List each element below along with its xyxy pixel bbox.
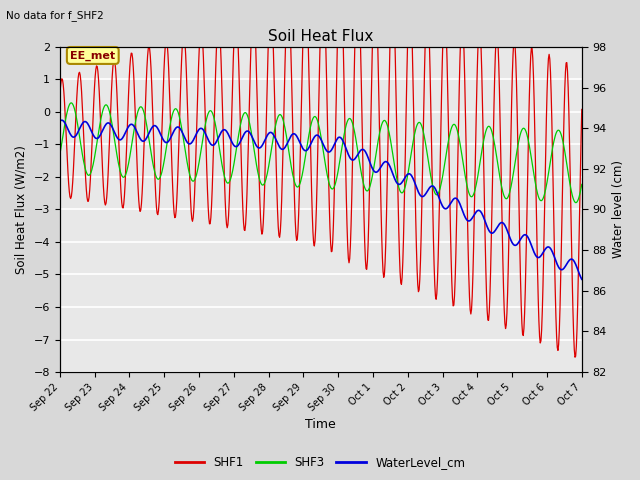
SHF3 xyxy=(214,134,221,140)
Text: No data for f_SHF2: No data for f_SHF2 xyxy=(6,10,104,21)
SHF1 xyxy=(375,100,383,106)
SHF1 xyxy=(117,190,125,196)
SHF3 xyxy=(56,152,63,158)
SHF1 xyxy=(56,93,63,99)
Y-axis label: Water level (cm): Water level (cm) xyxy=(612,160,625,259)
Line: SHF3: SHF3 xyxy=(60,103,582,203)
SHF3 xyxy=(259,182,267,188)
WaterLevel_cm xyxy=(259,141,267,146)
SHF1 xyxy=(259,229,266,235)
Line: WaterLevel_cm: WaterLevel_cm xyxy=(60,120,582,279)
WaterLevel_cm xyxy=(58,117,66,123)
WaterLevel_cm xyxy=(56,119,63,124)
SHF3 xyxy=(67,100,75,106)
WaterLevel_cm xyxy=(404,171,412,177)
SHF1 xyxy=(571,354,579,360)
WaterLevel_cm xyxy=(375,167,383,173)
SHF1 xyxy=(239,206,246,212)
SHF1 xyxy=(404,18,412,24)
SHF1 xyxy=(213,33,221,39)
SHF3 xyxy=(118,173,125,179)
WaterLevel_cm xyxy=(240,132,248,138)
SHF3 xyxy=(375,133,383,139)
WaterLevel_cm xyxy=(118,136,125,142)
X-axis label: Time: Time xyxy=(305,419,336,432)
Title: Soil Heat Flux: Soil Heat Flux xyxy=(268,29,374,44)
SHF3 xyxy=(240,111,248,117)
WaterLevel_cm xyxy=(214,136,221,142)
Legend: SHF1, SHF3, WaterLevel_cm: SHF1, SHF3, WaterLevel_cm xyxy=(170,452,470,474)
SHF3 xyxy=(404,169,412,175)
SHF3 xyxy=(578,181,586,187)
Y-axis label: Soil Heat Flux (W/m2): Soil Heat Flux (W/m2) xyxy=(15,145,28,274)
SHF1 xyxy=(578,107,586,112)
WaterLevel_cm xyxy=(578,276,586,282)
SHF3 xyxy=(572,200,579,205)
Line: SHF1: SHF1 xyxy=(60,0,582,357)
Text: EE_met: EE_met xyxy=(70,50,115,60)
